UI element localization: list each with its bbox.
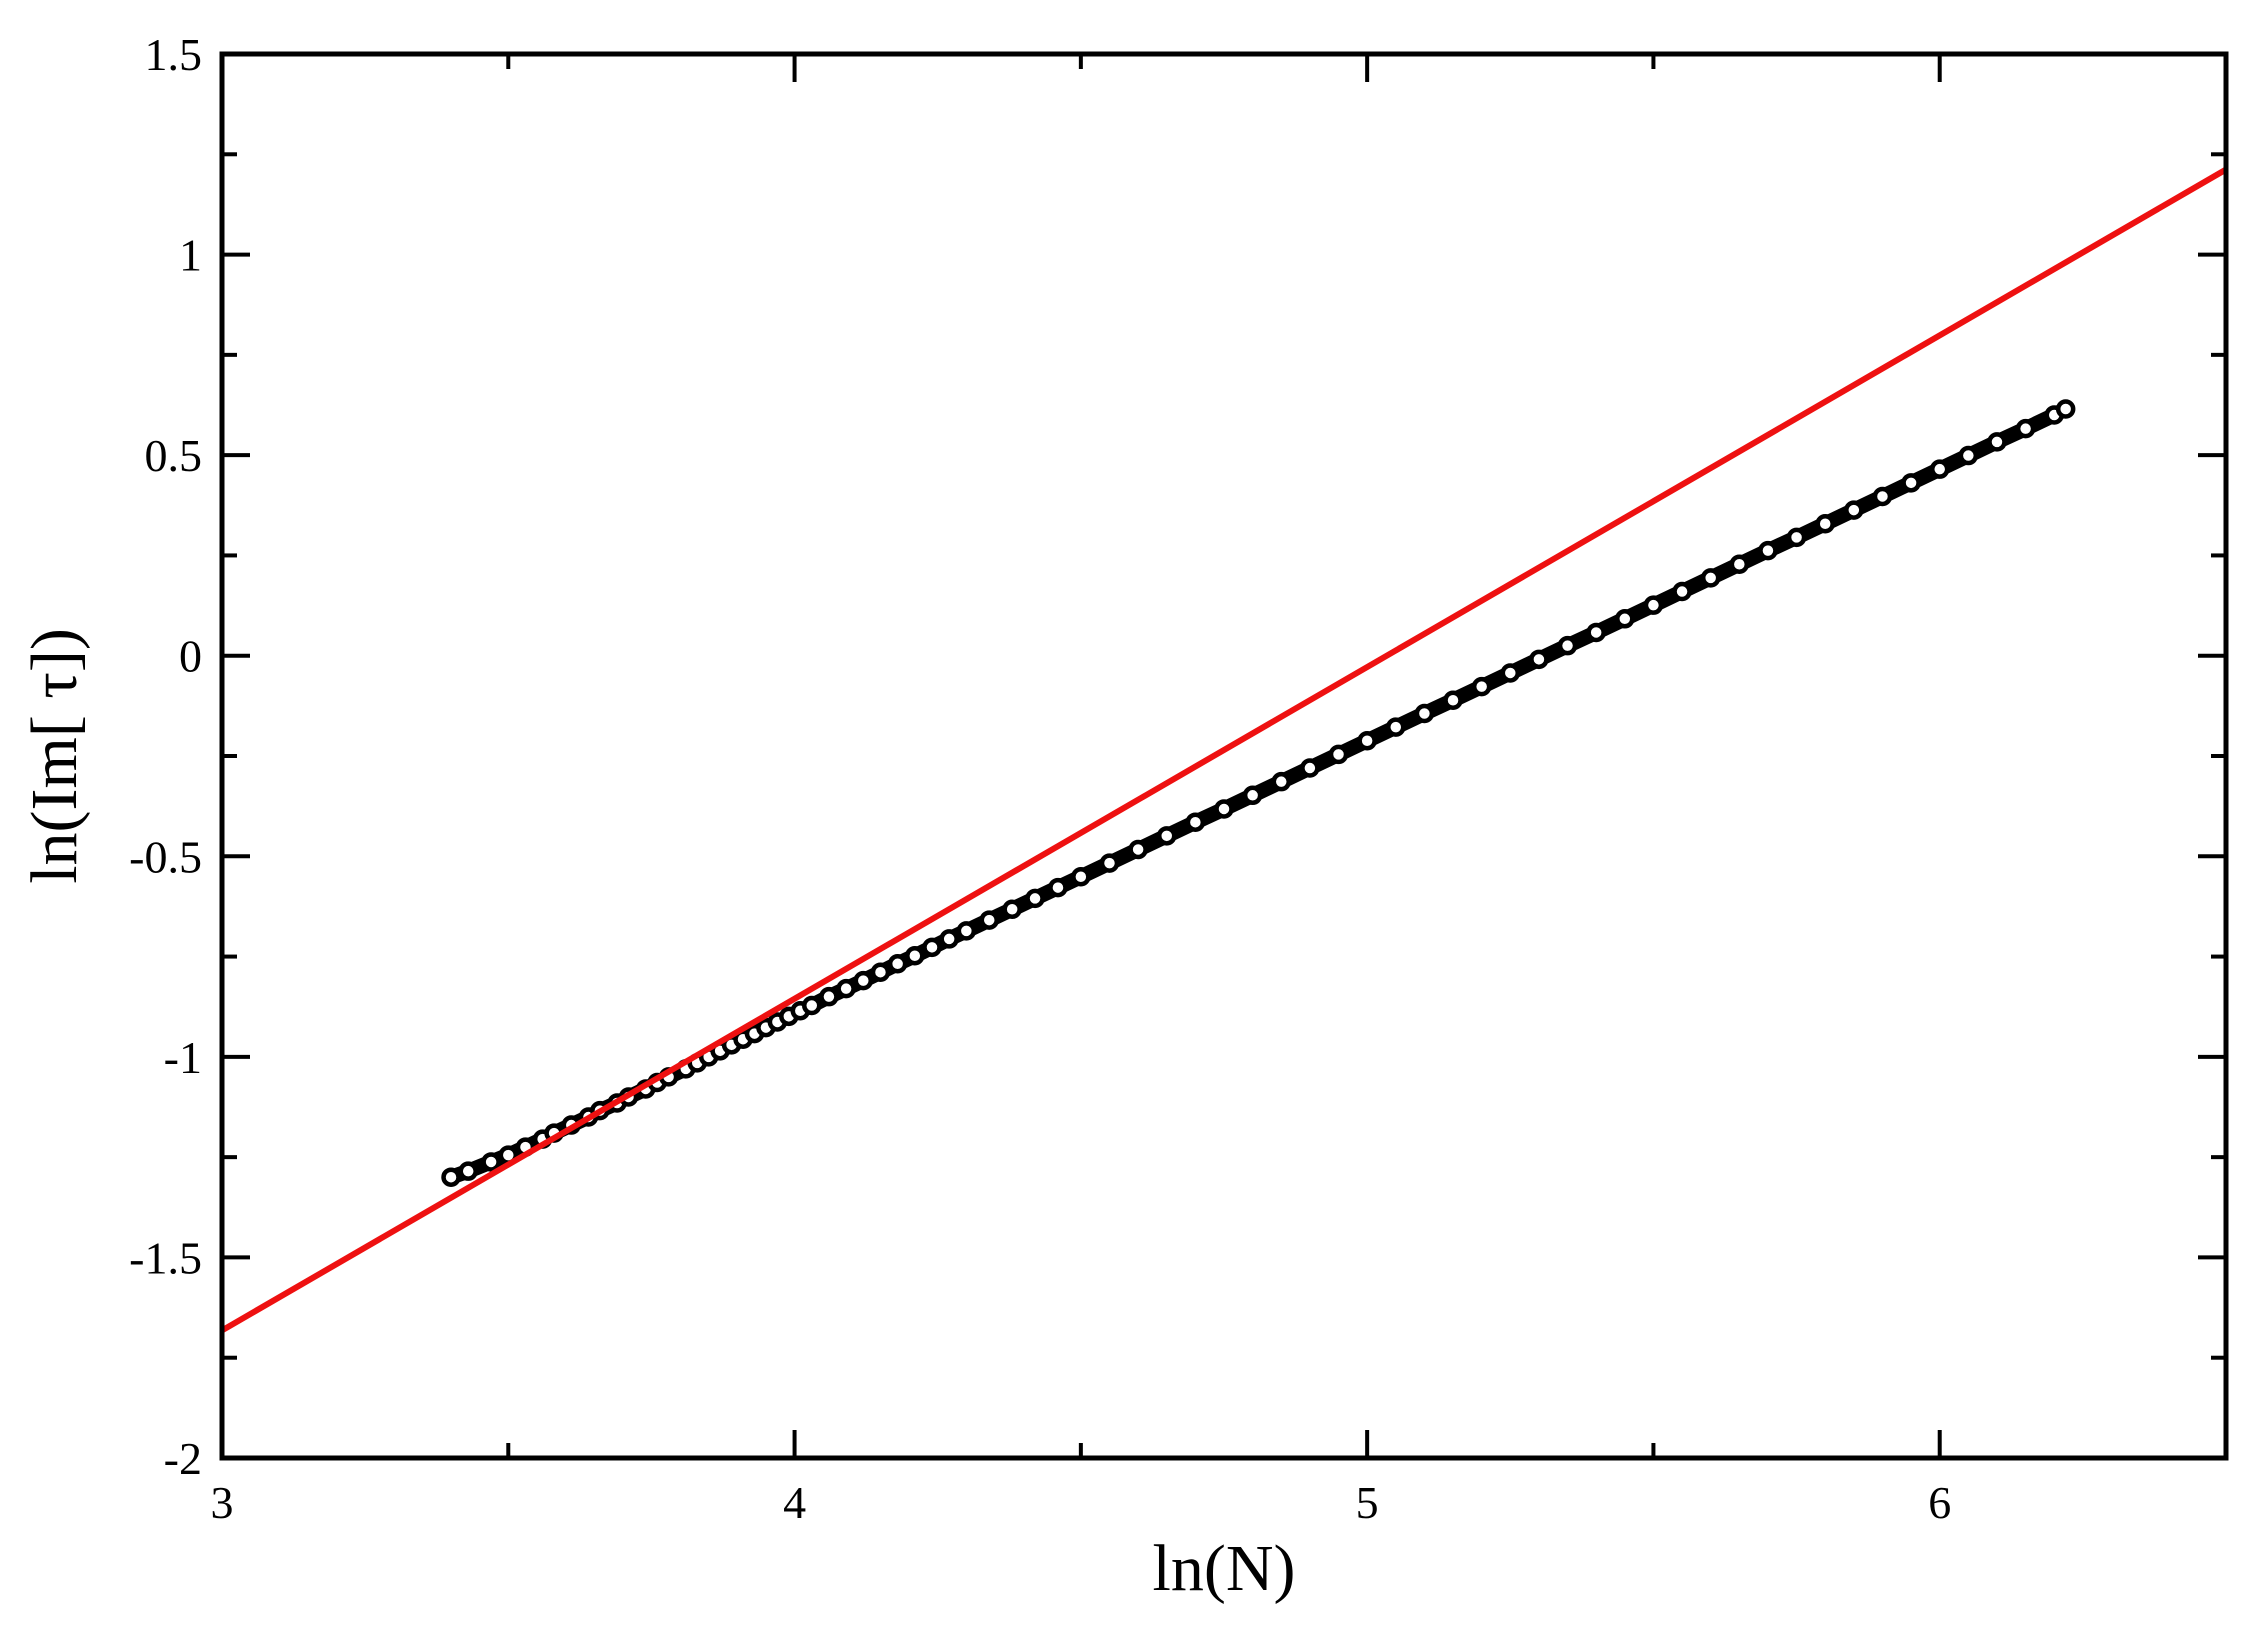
x-tick-label: 6 [1928, 1477, 1951, 1528]
data-point [1099, 853, 1120, 873]
data-point [1471, 676, 1492, 697]
data-point [2055, 399, 2076, 419]
data-point [1929, 459, 1950, 479]
data-point [887, 954, 908, 974]
data-point [2015, 418, 2036, 439]
data-point [1443, 690, 1463, 710]
data-point [956, 921, 977, 941]
y-tick-label: -2 [164, 1433, 202, 1484]
data-point [1615, 609, 1635, 629]
tick-layer: 3 4 5 6 -2 -1.5 -1 -0.5 0 0.5 1 1.5 [129, 29, 2228, 1528]
data-point [905, 946, 925, 966]
data-point [1048, 877, 1068, 898]
x-axis-title: ln(N) [1153, 1532, 1296, 1605]
data-point [1328, 744, 1349, 765]
data-point [1357, 731, 1377, 751]
y-tick-label: -1.5 [129, 1232, 202, 1283]
data-point [1300, 758, 1320, 778]
data-point [441, 1167, 461, 1187]
y-axis-title: ln(Im[ τ]) [18, 628, 91, 884]
data-point [1872, 486, 1893, 507]
y-tick-label: 0 [179, 631, 202, 682]
data-point [1672, 581, 1692, 602]
data-point [939, 929, 959, 949]
data-point [1729, 554, 1750, 575]
data-point [1071, 866, 1091, 887]
data-point [1271, 771, 1292, 792]
x-tick-label: 5 [1356, 1477, 1379, 1528]
y-tick-label: -1 [164, 1032, 202, 1083]
data-point [1815, 513, 1835, 534]
data-point [481, 1152, 501, 1172]
data-point [979, 910, 999, 930]
x-tick-label: 4 [783, 1477, 806, 1528]
data-point [1987, 432, 2007, 452]
data-point [801, 995, 822, 1016]
data-point [1025, 888, 1045, 909]
y-tick-label: 1.5 [145, 29, 203, 80]
data-point [1586, 622, 1606, 643]
x-tick-label: 3 [211, 1477, 234, 1528]
data-point [1414, 703, 1435, 724]
data-point [1557, 635, 1578, 656]
series-layer [220, 166, 2228, 1334]
data-point [1844, 500, 1864, 520]
data-point [458, 1161, 478, 1181]
data-point [1786, 527, 1807, 548]
data-point [1758, 540, 1778, 561]
data-point [836, 978, 856, 999]
data-point [1386, 717, 1406, 737]
y-tick-label: 0.5 [145, 430, 203, 481]
data-point [1156, 826, 1177, 846]
y-tick-label: -0.5 [129, 831, 202, 882]
data-point [1500, 663, 1521, 683]
data-point [870, 962, 891, 982]
y-tick-label: 1 [179, 230, 202, 281]
data-point [1958, 445, 1979, 466]
data-point [1901, 473, 1921, 493]
data-point [1643, 595, 1664, 615]
data-point [1214, 799, 1234, 819]
data-point [1128, 839, 1148, 860]
data-point [819, 986, 839, 1007]
data-point [1700, 568, 1721, 588]
data-point [1185, 812, 1206, 832]
data-point [1242, 785, 1263, 806]
plot-frame [219, 51, 2229, 1461]
data-point [1002, 899, 1022, 919]
data-point [1529, 649, 1549, 670]
fit-line [220, 166, 2228, 1334]
data-point [922, 937, 942, 958]
data-point [853, 970, 874, 991]
